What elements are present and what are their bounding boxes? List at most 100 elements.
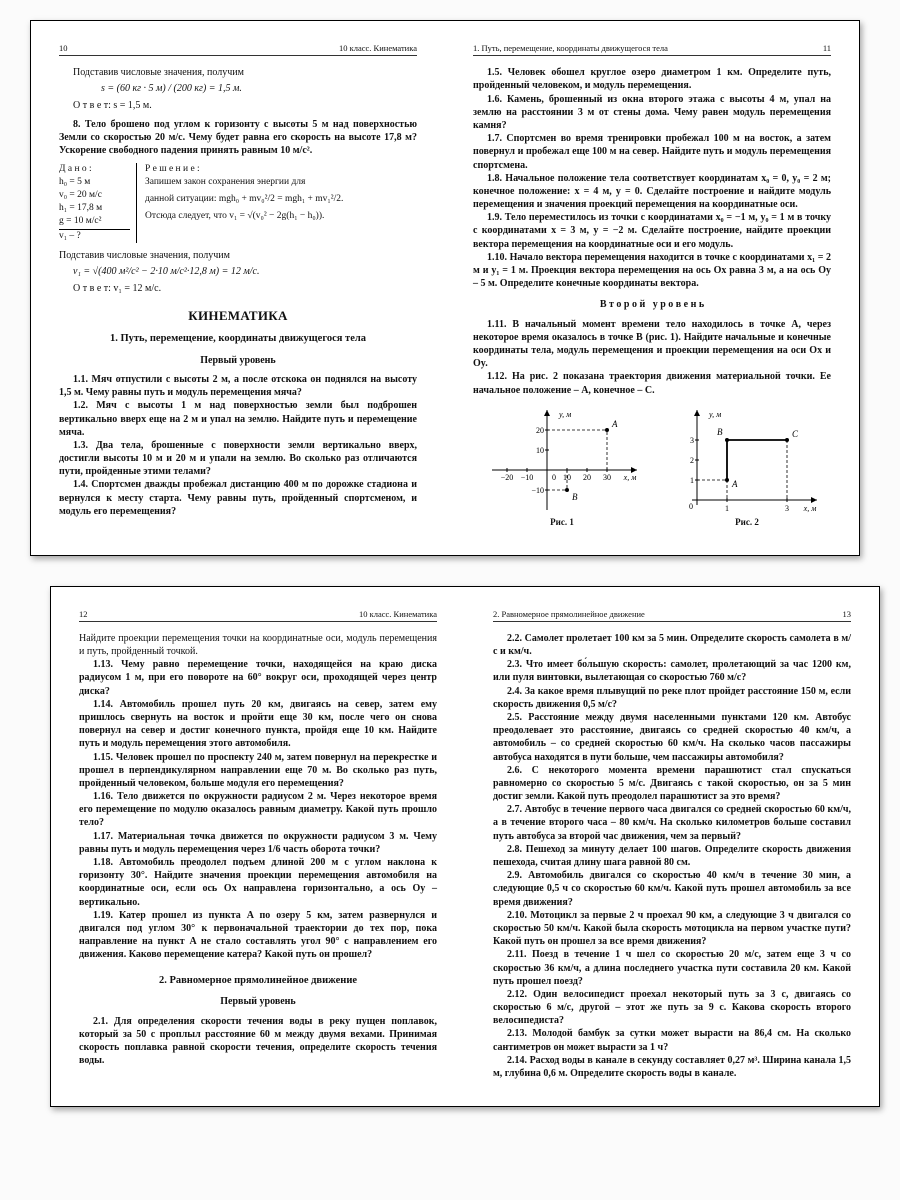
problem-1.9: 1.9. Тело переместилось из точки с коорд… (473, 211, 831, 251)
page-number: 12 (79, 609, 88, 620)
svg-text:3: 3 (785, 504, 789, 513)
problem-2.9: 2.9. Автомобиль двигался со скоростью 40… (493, 869, 851, 909)
problem-1.3: 1.3. Два тела, брошенные с поверхности з… (59, 439, 417, 479)
find-row: v₁ – ? (59, 230, 130, 243)
solve-line: данной ситуации: mgh₀ + mv₀²/2 = mgh₁ + … (145, 193, 417, 206)
subsection-title: 2. Равномерное прямолинейное движение (79, 974, 437, 988)
svg-text:−10: −10 (521, 473, 534, 482)
given-solution-block: Д а н о : h₀ = 5 м v₀ = 20 м/с h₁ = 17,8… (59, 163, 417, 243)
problem-1.5: 1.5. Человек обошел круглое озеро диамет… (473, 66, 831, 92)
svg-text:C: C (792, 429, 799, 439)
svg-text:x, м: x, м (623, 473, 637, 482)
problem-2.14: 2.14. Расход воды в канале в секунду сос… (493, 1054, 851, 1080)
intro-text: Подставив числовые значения, получим (59, 249, 417, 262)
svg-text:0: 0 (689, 502, 693, 511)
solve-line: Отсюда следует, что v₁ = √(v₀² − 2g(h₁ −… (145, 210, 417, 223)
fig-caption: Рис. 1 (482, 517, 642, 529)
problem-1.17: 1.17. Материальная точка движется по окр… (79, 830, 437, 856)
header-title: 1. Путь, перемещение, координаты движуще… (473, 43, 668, 54)
given-row: v₀ = 20 м/с (59, 189, 130, 202)
problem-2.6: 2.6. С некоторого момента времени парашю… (493, 764, 851, 804)
page-10: 10 10 класс. Кинематика Подставив числов… (31, 43, 445, 529)
header-title: 2. Равномерное прямолинейное движение (493, 609, 645, 620)
problem-1.14: 1.14. Автомобиль прошел путь 20 км, двиг… (79, 698, 437, 751)
svg-text:y, м: y, м (558, 410, 571, 419)
svg-text:x, м: x, м (803, 504, 817, 513)
intro-text: Подставив числовые значения, получим (59, 66, 417, 79)
problem-2.10: 2.10. Мотоцикл за первые 2 ч проехал 90 … (493, 909, 851, 949)
svg-text:3: 3 (690, 436, 694, 445)
page-number: 11 (823, 43, 831, 54)
svg-text:1: 1 (690, 476, 694, 485)
problem-1.19: 1.19. Катер прошел из пункта A по озеру … (79, 909, 437, 962)
subsection-title: 1. Путь, перемещение, координаты движуще… (59, 332, 417, 346)
given-column: Д а н о : h₀ = 5 м v₀ = 20 м/с h₁ = 17,8… (59, 163, 137, 243)
continuation-text: Найдите проекции перемещения точки на ко… (79, 632, 437, 658)
problem-2.2: 2.2. Самолет пролетает 100 км за 5 мин. … (493, 632, 851, 658)
fig-caption: Рис. 2 (672, 517, 822, 529)
formula: s = (60 кг · 5 м) / (200 кг) = 1,5 м. (101, 82, 417, 95)
problem-2.11: 2.11. Поезд в течение 1 ч шел со скорост… (493, 948, 851, 988)
answer-line: О т в е т: v₁ = 12 м/с. (59, 282, 417, 295)
page-header: 13 2. Равномерное прямолинейное движение (493, 609, 851, 622)
problem-1.2: 1.2. Мяч с высоты 1 м над поверхностью з… (59, 399, 417, 439)
svg-text:10: 10 (536, 446, 544, 455)
svg-text:B: B (717, 427, 723, 437)
svg-text:1: 1 (725, 504, 729, 513)
level-title: Первый уровень (79, 995, 437, 1008)
page-number: 10 (59, 43, 68, 54)
problem-2.7: 2.7. Автобус в течение первого часа двиг… (493, 803, 851, 843)
problem-2.13: 2.13. Молодой бамбук за сутки может выра… (493, 1027, 851, 1053)
problem-1.8: 1.8. Начальное положение тела соответств… (473, 172, 831, 212)
header-title: 10 класс. Кинематика (339, 43, 417, 54)
svg-text:B: B (572, 492, 578, 502)
solution-column: Р е ш е н и е : Запишем закон сохранения… (137, 163, 417, 243)
problem-2.12: 2.12. Один велосипедист проехал некоторы… (493, 988, 851, 1028)
book-spread-2: 12 10 класс. Кинематика Найдите проекции… (50, 586, 880, 1108)
problem-1.13: 1.13. Чему равно перемещение точки, нахо… (79, 658, 437, 698)
problem-1.7: 1.7. Спортсмен во время тренировки пробе… (473, 132, 831, 172)
page-header: 11 1. Путь, перемещение, координаты движ… (473, 43, 831, 56)
solve-label: Р е ш е н и е : (145, 163, 417, 176)
problem-1.18: 1.18. Автомобиль преодолел подъем длиной… (79, 856, 437, 909)
problem-1.15: 1.15. Человек прошел по проспекту 240 м,… (79, 751, 437, 791)
svg-text:20: 20 (536, 426, 544, 435)
formula: v₁ = √(400 м²/с² − 2·10 м/с²·12,8 м) = 1… (73, 265, 417, 278)
page-12: 12 10 класс. Кинематика Найдите проекции… (51, 609, 465, 1081)
answer-line: О т в е т: s = 1,5 м. (59, 99, 417, 112)
solve-line: Запишем закон сохранения энергии для (145, 176, 417, 189)
svg-text:−20: −20 (501, 473, 514, 482)
page-11: 11 1. Путь, перемещение, координаты движ… (445, 43, 859, 529)
svg-text:2: 2 (690, 456, 694, 465)
problem-2.3: 2.3. Что имеет бо́льшую скорость: самоле… (493, 658, 851, 684)
svg-text:A: A (731, 479, 738, 489)
problem-8: 8. Тело брошено под углом к горизонту с … (59, 118, 417, 158)
problem-2.1: 2.1. Для определения скорости течения во… (79, 1015, 437, 1068)
problem-2.5: 2.5. Расстояние между двумя населенными … (493, 711, 851, 764)
svg-text:A: A (611, 419, 618, 429)
svg-text:y, м: y, м (708, 410, 721, 419)
given-row: h₁ = 17,8 м (59, 202, 130, 215)
svg-text:30: 30 (603, 473, 611, 482)
page-number: 13 (843, 609, 852, 620)
level-title: В т о р о й у р о в е н ь (473, 298, 831, 311)
figure-2: 1 2 3 y, м 1 3 x, м (672, 405, 822, 529)
section-title: КИНЕМАТИКА (59, 307, 417, 324)
figures-row: −20 −10 10 20 30 x, м 10 20 −10 y, м (473, 405, 831, 529)
figure-1: −20 −10 10 20 30 x, м 10 20 −10 y, м (482, 405, 642, 529)
problem-1.10: 1.10. Начало вектора перемещения находит… (473, 251, 831, 291)
page-13: 13 2. Равномерное прямолинейное движение… (465, 609, 879, 1081)
page-header: 12 10 класс. Кинематика (79, 609, 437, 622)
page-header: 10 10 класс. Кинематика (59, 43, 417, 56)
problem-1.11: 1.11. В начальный момент времени тело на… (473, 318, 831, 371)
book-spread-1: 10 10 класс. Кинематика Подставив числов… (30, 20, 860, 556)
problem-1.12: 1.12. На рис. 2 показана траектория движ… (473, 370, 831, 396)
problem-2.4: 2.4. За какое время плывущий по реке пло… (493, 685, 851, 711)
problem-2.8: 2.8. Пешеход за минуту делает 100 шагов.… (493, 843, 851, 869)
problem-1.1: 1.1. Мяч отпустили с высоты 2 м, а после… (59, 373, 417, 399)
given-label: Д а н о : (59, 163, 130, 176)
header-title: 10 класс. Кинематика (359, 609, 437, 620)
svg-text:0: 0 (552, 473, 556, 482)
given-row: h₀ = 5 м (59, 176, 130, 189)
level-title: Первый уровень (59, 354, 417, 367)
